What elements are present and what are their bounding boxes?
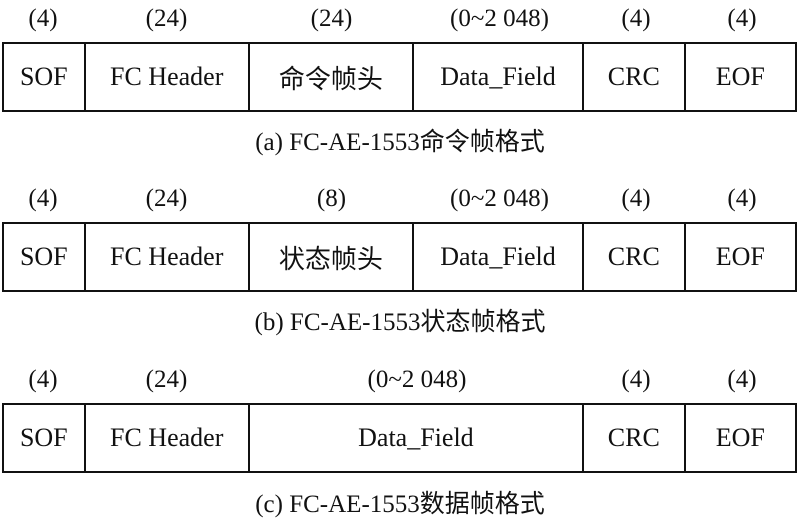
field-crc: CRC: [584, 44, 686, 110]
caption: (b) FC-AE-1553状态帧格式: [254, 309, 546, 336]
size-label: (8): [316, 185, 347, 212]
size-label: (4): [28, 5, 58, 32]
field-eof: EOF: [715, 423, 765, 452]
field-fc-header: FC Header: [86, 224, 250, 290]
caption: (c) FC-AE-1553数据帧格式: [255, 491, 545, 518]
field-sizes: (4) (24) (8) (0~2 048) (4) (4): [2, 182, 797, 216]
field-eof: EOF: [715, 62, 765, 91]
field-sof: SOF: [4, 44, 86, 110]
field-crc: CRC: [584, 405, 686, 471]
size-label: (4): [621, 366, 651, 393]
field-fc-header: FC Header: [86, 44, 250, 110]
frame-fields: SOF FC Header 状态帧头 Data_Field CRC EOF: [2, 222, 797, 292]
size-label: (0~2 048): [450, 185, 549, 212]
size-label: (4): [727, 5, 757, 32]
field-sof: SOF: [4, 405, 86, 471]
size-label: (24): [310, 5, 353, 32]
field-sizes: (4) (24) (24) (0~2 048) (4) (4): [2, 2, 797, 36]
size-label: (24): [145, 5, 188, 32]
size-label: (24): [145, 366, 188, 393]
size-label: (4): [28, 366, 58, 393]
size-label: (0~2 048): [450, 5, 549, 32]
field-sof: SOF: [4, 224, 86, 290]
field-crc: CRC: [584, 224, 686, 290]
size-label: (4): [727, 185, 757, 212]
size-label: (24): [145, 185, 188, 212]
field-sizes: (4) (24) (0~2 048) (4) (4): [2, 363, 797, 397]
field-data: Data_Field: [250, 405, 585, 471]
field-data: Data_Field: [414, 224, 585, 290]
field-data: Data_Field: [414, 44, 585, 110]
size-label: (0~2 048): [367, 366, 467, 393]
field-fc-header: FC Header: [86, 405, 250, 471]
field-command-header: 命令帧头: [250, 44, 414, 110]
caption: (a) FC-AE-1553命令帧格式: [255, 129, 545, 156]
field-eof: EOF: [715, 242, 765, 271]
field-status-header: 状态帧头: [250, 224, 414, 290]
frame-fields: SOF FC Header 命令帧头 Data_Field CRC EOF: [2, 42, 797, 112]
size-label: (4): [28, 185, 58, 212]
size-label: (4): [621, 5, 651, 32]
size-label: (4): [621, 185, 651, 212]
frame-fields: SOF FC Header Data_Field CRC EOF: [2, 403, 797, 473]
size-label: (4): [727, 366, 757, 393]
